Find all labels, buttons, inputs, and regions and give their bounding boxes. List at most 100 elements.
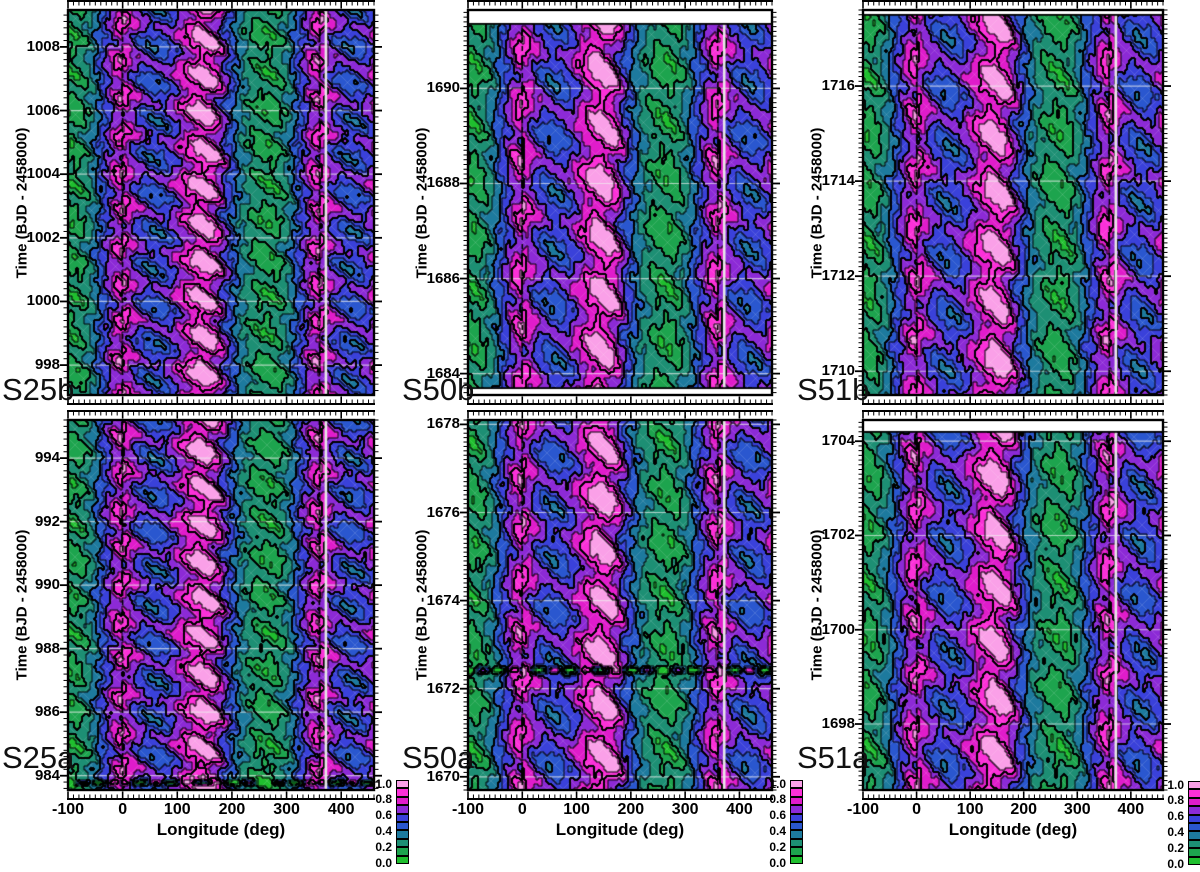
colorbar-tick-label: 0.2 — [769, 839, 786, 854]
colorbar-swatch — [790, 788, 803, 797]
colorbar-swatch — [790, 830, 803, 839]
y-tick-label: 1714 — [821, 172, 855, 190]
y-tick-label: 1716 — [821, 77, 855, 95]
y-tick-label: 984 — [34, 766, 60, 784]
colorbar-swatch — [396, 821, 409, 831]
colorbar-tick-label: 0.0 — [769, 855, 786, 870]
colorbar-tick-label: 0.2 — [1167, 840, 1184, 855]
x-tick-label: -100 — [451, 801, 485, 818]
colorbar-tick-label: 0.6 — [769, 808, 786, 823]
x-tick-label: 300 — [273, 801, 300, 818]
y-tick-label: 1008 — [26, 37, 60, 55]
colorbar-tick-label: 0.0 — [1167, 856, 1184, 871]
colorbar-tick-label: 0.4 — [769, 823, 786, 838]
colorbar-tick-label: 1.0 — [375, 776, 392, 791]
colorbar-swatch — [790, 838, 803, 848]
x-tick-label: 0 — [517, 801, 527, 818]
y-tick-label: 990 — [34, 576, 60, 594]
x-axis-title-col1: Longitude (deg) — [555, 820, 685, 839]
colorbar-swatch — [396, 796, 409, 806]
colorbar-col2 — [1188, 781, 1200, 865]
y-tick-label: 1678 — [426, 415, 460, 433]
colorbar-tick-label: 0.8 — [769, 792, 786, 807]
panel-label-S25a: S25a — [2, 740, 75, 775]
colorbar-swatch — [1188, 806, 1200, 815]
colorbar-tick-label: 0.8 — [375, 792, 392, 807]
colorbar-swatch — [396, 838, 409, 848]
x-tick-label: 100 — [563, 801, 590, 818]
panel-label-S50b: S50b — [402, 372, 475, 407]
colorbar-swatch — [396, 855, 409, 864]
colorbar-swatch — [790, 821, 803, 831]
panel-label-S25b: S25b — [2, 372, 75, 407]
colorbar-swatch — [396, 830, 409, 839]
colorbar-col1 — [790, 780, 803, 864]
y-tick-label: 1006 — [26, 101, 60, 119]
colorbar-swatch — [790, 813, 803, 822]
y-tick-label: 1690 — [426, 79, 460, 97]
y-tick-label: 994 — [34, 449, 60, 467]
colorbar-tick-label: 0.8 — [1167, 793, 1184, 808]
colorbar-swatch — [1188, 848, 1200, 857]
y-tick-label: 1698 — [821, 715, 855, 732]
colorbar-tick-label: 0.4 — [1167, 824, 1184, 839]
y-axis-title-S25b: Time (BJD - 2458000) — [13, 127, 31, 278]
x-tick-label: 200 — [218, 801, 246, 818]
x-tick-label: 300 — [671, 801, 699, 818]
panel-label-S51a: S51a — [797, 740, 870, 775]
y-tick-label: 1672 — [426, 679, 460, 697]
y-tick-label: 1676 — [426, 503, 460, 521]
colorbar-swatch — [790, 847, 803, 856]
y-tick-label: 1704 — [821, 432, 855, 450]
colorbar-swatch — [790, 780, 803, 789]
colorbar-col0 — [396, 780, 409, 864]
colorbar-swatch — [790, 855, 803, 864]
y-tick-label: 1002 — [26, 228, 60, 246]
y-tick-label: 1674 — [426, 591, 460, 609]
colorbar-swatch — [396, 847, 409, 856]
colorbar-tick-label: 0.4 — [375, 823, 392, 838]
colorbar-swatch — [396, 813, 409, 822]
colorbar-swatch — [1188, 822, 1200, 832]
x-axis-title-col2: Longitude (deg) — [948, 820, 1078, 839]
contour-plot-S51a — [863, 420, 1163, 790]
colorbar-swatch — [1188, 797, 1200, 807]
colorbar-swatch — [396, 788, 409, 797]
y-tick-label: 998 — [34, 356, 60, 374]
colorbar-swatch — [396, 780, 409, 789]
y-tick-label: 986 — [34, 703, 60, 721]
x-tick-label: 300 — [1063, 801, 1091, 818]
x-tick-label: 100 — [956, 801, 984, 818]
y-axis-title-S51b: Time (BJD - 2458000) — [808, 127, 826, 278]
colorbar-swatch — [1188, 814, 1200, 823]
panel-label-S50a: S50a — [402, 740, 475, 775]
x-tick-label: 400 — [327, 801, 355, 818]
y-tick-label: 1688 — [426, 174, 460, 192]
colorbar-tick-label: 0.6 — [375, 808, 392, 823]
colorbar-swatch — [790, 805, 803, 814]
colorbar-tick-label: 0.6 — [1167, 809, 1184, 824]
colorbar-swatch — [1188, 839, 1200, 849]
colorbar-swatch — [1188, 789, 1200, 798]
x-tick-label: 0 — [118, 801, 128, 818]
x-tick-label: 400 — [726, 801, 753, 818]
y-tick-label: 1000 — [26, 292, 60, 310]
colorbar-tick-label: 1.0 — [1167, 777, 1184, 792]
colorbar-swatch — [1188, 856, 1200, 865]
colorbar-swatch — [790, 796, 803, 806]
colorbar-tick-label: 0.0 — [375, 855, 392, 870]
contour-plot-S51b — [863, 10, 1163, 395]
x-tick-label: -100 — [51, 801, 85, 818]
x-axis-title-col0: Longitude (deg) — [156, 820, 286, 839]
x-tick-label: 200 — [1010, 801, 1038, 818]
y-tick-label: 1670 — [426, 767, 460, 785]
y-axis-title-S51a: Time (BJD - 2458000) — [808, 529, 826, 681]
x-tick-label: -100 — [846, 801, 880, 818]
y-tick-label: 988 — [34, 639, 60, 657]
x-tick-label: 0 — [912, 801, 922, 818]
contour-plot-S25a — [68, 420, 374, 790]
colorbar-swatch — [1188, 781, 1200, 790]
y-tick-label: 1004 — [26, 165, 60, 183]
y-tick-label: 1710 — [821, 362, 855, 380]
